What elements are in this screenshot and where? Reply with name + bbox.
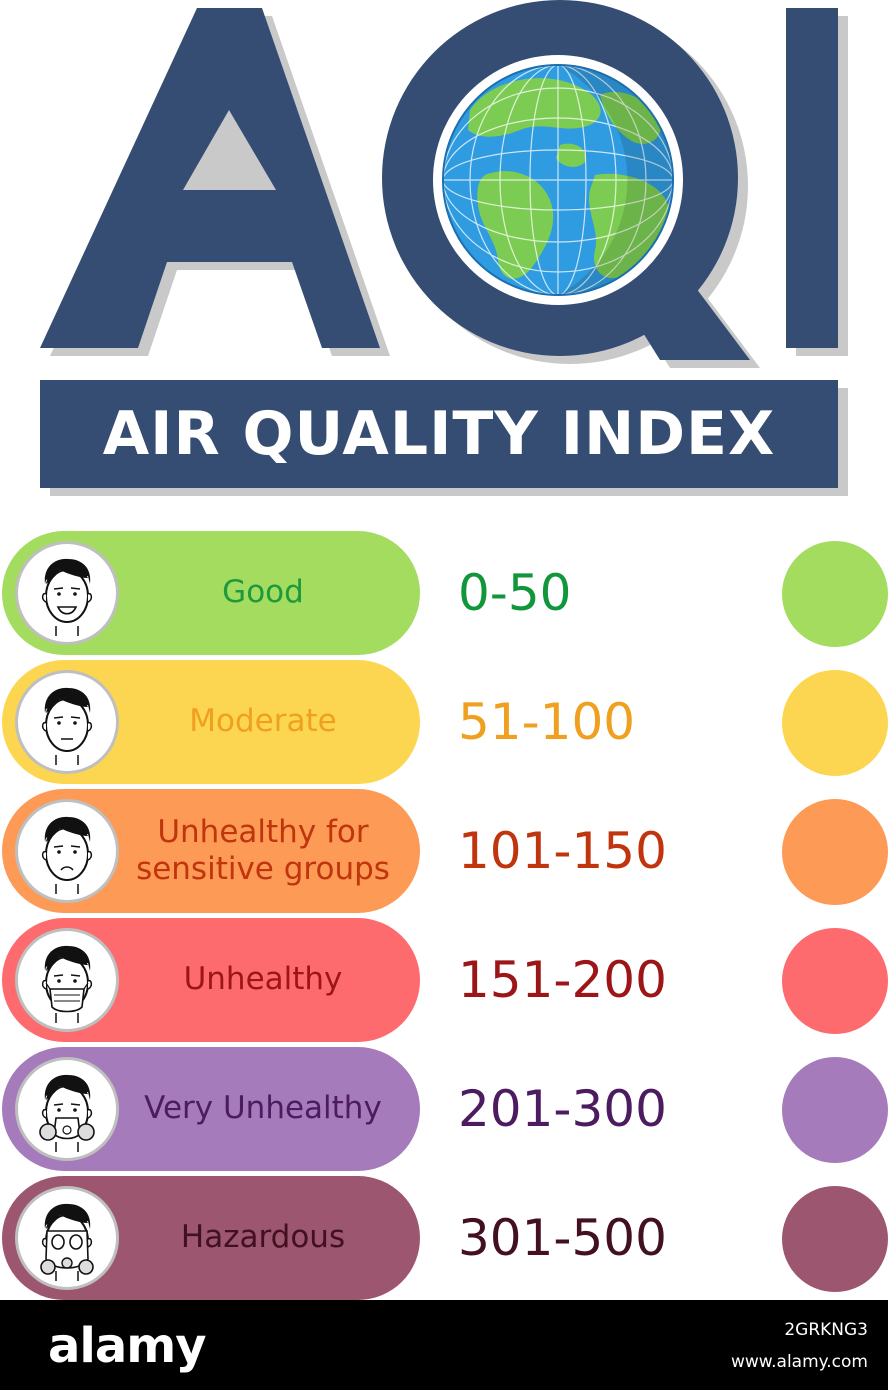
aqi-level-row: Unhealthy 151-200 — [0, 918, 888, 1042]
level-color-dot — [782, 1057, 888, 1163]
banner-text: AIR QUALITY INDEX — [102, 399, 776, 469]
respirator-mask-icon — [15, 1057, 119, 1161]
smiling-face-icon — [15, 541, 119, 645]
level-label: Moderate — [189, 703, 337, 740]
letter-i — [786, 8, 838, 348]
level-range: 0-50 — [458, 564, 572, 622]
level-label: Very Unhealthy — [144, 1090, 382, 1127]
globe-icon — [442, 64, 674, 296]
level-pill: Moderate — [2, 660, 420, 784]
footer-logo: alamy — [48, 1318, 207, 1374]
gas-mask-icon — [15, 1186, 119, 1290]
title-banner: AIR QUALITY INDEX — [40, 380, 838, 488]
footer-image-id: 2GRKNG3 — [784, 1320, 868, 1340]
neutral-face-icon — [15, 670, 119, 774]
level-pill: Very Unhealthy — [2, 1047, 420, 1171]
letter-a — [40, 8, 380, 348]
face-mask-icon — [15, 928, 119, 1032]
level-range: 51-100 — [458, 693, 636, 751]
level-label: Unhealthy for sensitive groups — [136, 813, 390, 887]
watermark-footer: alamy 2GRKNG3 www.alamy.com — [0, 1300, 888, 1390]
level-range: 151-200 — [458, 951, 667, 1009]
aqi-level-row: Hazardous 301-500 — [0, 1176, 888, 1300]
level-label: Hazardous — [180, 1219, 346, 1256]
aqi-level-row: Moderate 51-100 — [0, 660, 888, 784]
level-color-dot — [782, 1186, 888, 1292]
level-color-dot — [782, 670, 888, 776]
sad-face-icon — [15, 799, 119, 903]
level-label: Good — [222, 574, 304, 611]
aqi-title-graphic — [40, 0, 848, 368]
level-range: 201-300 — [458, 1080, 667, 1138]
level-pill: Hazardous — [2, 1176, 420, 1300]
level-pill: Unhealthy — [2, 918, 420, 1042]
level-range: 301-500 — [458, 1209, 667, 1267]
footer-url: www.alamy.com — [730, 1352, 868, 1372]
level-color-dot — [782, 541, 888, 647]
aqi-level-row: Unhealthy for sensitive groups 101-150 — [0, 789, 888, 913]
aqi-level-row: Good 0-50 — [0, 531, 888, 655]
level-color-dot — [782, 928, 888, 1034]
level-pill: Unhealthy for sensitive groups — [2, 789, 420, 913]
level-color-dot — [782, 799, 888, 905]
aqi-level-row: Very Unhealthy 201-300 — [0, 1047, 888, 1171]
level-label: Unhealthy — [183, 961, 343, 998]
level-pill: Good — [2, 531, 420, 655]
level-range: 101-150 — [458, 822, 667, 880]
